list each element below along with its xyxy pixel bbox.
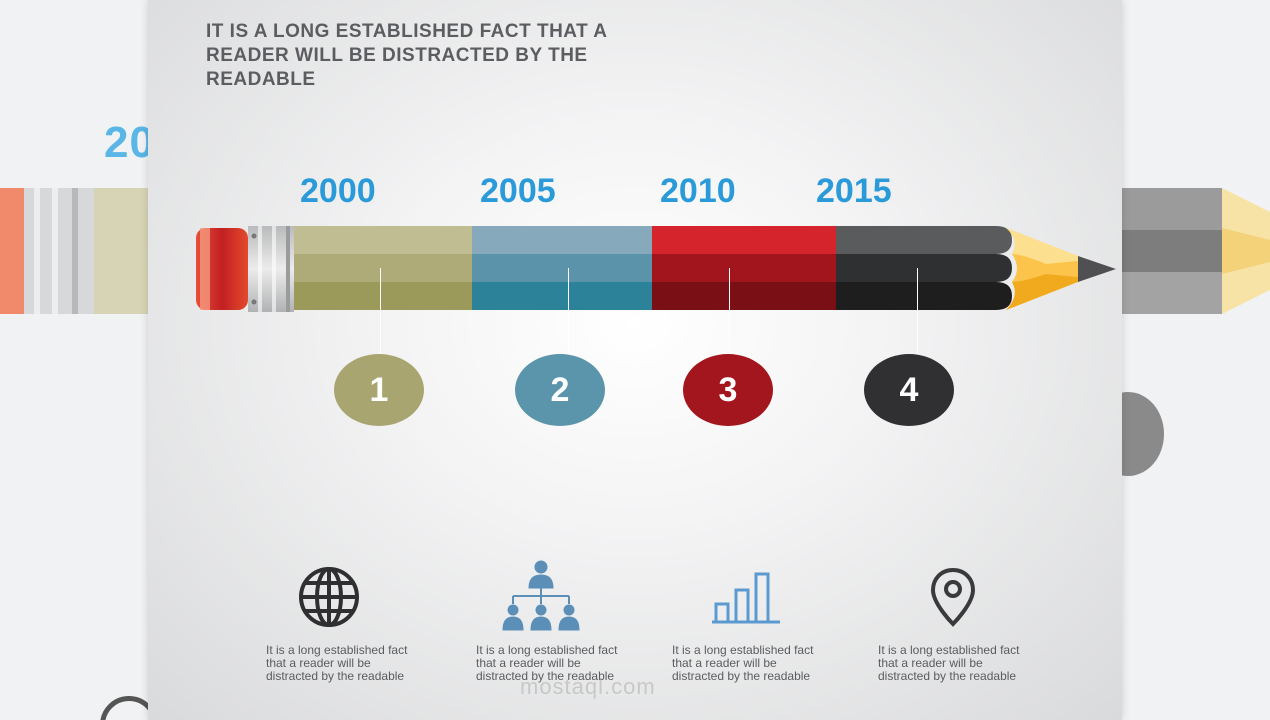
description-4: It is a long established fact that a rea… bbox=[878, 643, 1020, 683]
background-circle-fragment bbox=[1122, 392, 1164, 476]
step-circle-1: 1 bbox=[334, 354, 424, 426]
connector-line-2 bbox=[568, 268, 569, 382]
headline: IT IS A LONG ESTABLISHED FACT THAT A REA… bbox=[206, 21, 607, 90]
background-pencil-right bbox=[1122, 188, 1270, 314]
watermark: mostaql.com bbox=[520, 674, 656, 699]
step-number-1: 1 bbox=[369, 370, 389, 409]
connector-line-1 bbox=[380, 268, 381, 386]
pencil-segment-2 bbox=[472, 226, 652, 310]
year-label-2000: 2000 bbox=[300, 172, 376, 210]
year-label-2015: 2015 bbox=[816, 172, 892, 210]
background-right-fragment bbox=[1122, 0, 1270, 720]
pencil-ferrule bbox=[248, 226, 294, 312]
pencil-timeline bbox=[196, 226, 1116, 312]
background-left-fragment: 20 bbox=[0, 0, 148, 720]
background-year-fragment: 20 bbox=[104, 118, 148, 167]
step-number-2: 2 bbox=[550, 370, 570, 409]
globe-icon bbox=[299, 567, 359, 627]
description-3: It is a long established fact that a rea… bbox=[672, 643, 814, 683]
step-circle-3: 3 bbox=[683, 354, 773, 426]
connector-line-4 bbox=[917, 268, 918, 388]
bar-chart-icon bbox=[712, 572, 780, 624]
step-circle-2: 2 bbox=[515, 354, 605, 426]
pencil-segment-4 bbox=[836, 226, 1012, 310]
step-circle-4: 4 bbox=[864, 354, 954, 426]
connector-line-3 bbox=[729, 268, 730, 382]
infographic-panel: IT IS A LONG ESTABLISHED FACT THAT A REA… bbox=[148, 0, 1122, 720]
background-pencil-left bbox=[0, 188, 148, 314]
year-label-2005: 2005 bbox=[480, 172, 556, 210]
description-1: It is a long established fact that a rea… bbox=[266, 643, 408, 683]
org-chart-icon bbox=[502, 560, 580, 631]
pencil-eraser bbox=[196, 228, 248, 310]
pencil-tip bbox=[1006, 228, 1116, 310]
background-globe-fragment bbox=[100, 696, 148, 720]
year-label-2010: 2010 bbox=[660, 172, 736, 210]
pencil-segment-1 bbox=[294, 226, 472, 310]
pencil-segment-3 bbox=[652, 226, 836, 310]
step-number-4: 4 bbox=[899, 370, 919, 409]
description-2: It is a long established fact that a rea… bbox=[476, 643, 618, 683]
step-number-3: 3 bbox=[718, 370, 738, 409]
location-pin-icon bbox=[930, 567, 976, 627]
